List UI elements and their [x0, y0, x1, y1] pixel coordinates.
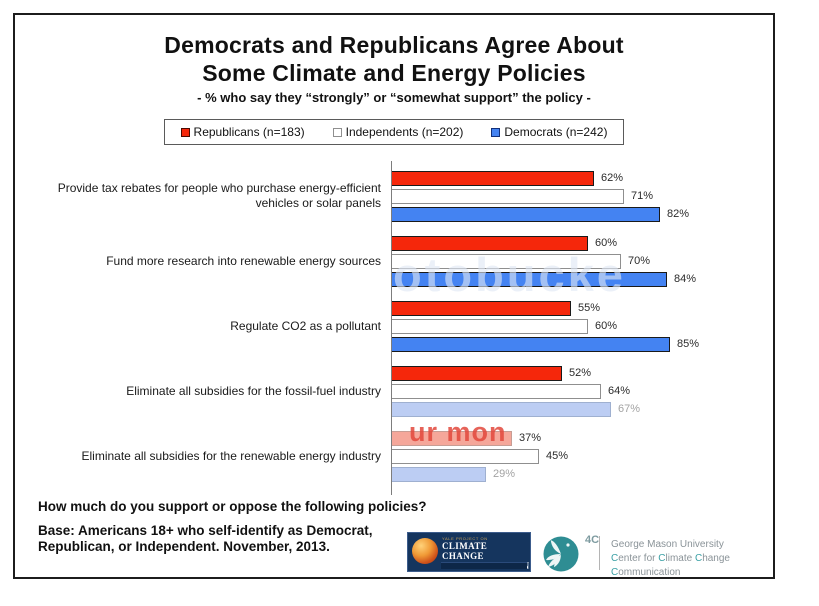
chart-subtitle: - % who say they “strongly” or “somewhat… [197, 90, 591, 105]
4c-logo-label: 4C [585, 534, 600, 546]
bar-chart: Provide tax rebates for people who purch… [15, 161, 773, 495]
chart-title: Democrats and Republicans Agree About So… [15, 15, 773, 105]
survey-base-note: Base: Americans 18+ who self-identify as… [38, 523, 373, 555]
bar [391, 365, 562, 381]
bar [391, 466, 486, 482]
bar-value-label: 64% [608, 385, 631, 397]
gmu-center-logo-text: George Mason University Center for Clima… [611, 538, 773, 580]
bar-value-label: 71% [631, 190, 654, 202]
title-line-1: Democrats and Republicans Agree About [164, 32, 624, 58]
category-label: Provide tax rebates for people who purch… [57, 181, 381, 210]
bar-value-label: 52% [569, 367, 592, 379]
legend-item: Republicans (n=183) [180, 125, 305, 139]
bar-group: Fund more research into renewable energy… [15, 234, 773, 288]
legend-label: Republicans (n=183) [193, 125, 305, 139]
bar-group: Eliminate all subsidies for the fossil-f… [15, 364, 773, 418]
bar [391, 170, 594, 186]
bar-value-label: 82% [667, 208, 690, 220]
bar [391, 318, 588, 334]
logo-divider [599, 536, 600, 570]
category-label: Fund more research into renewable energy… [106, 253, 381, 268]
bar [391, 206, 660, 222]
bar [391, 448, 539, 464]
bar [391, 271, 667, 287]
bar [391, 300, 571, 316]
legend-item: Independents (n=202) [332, 125, 464, 139]
4c-swirl-icon [543, 536, 579, 572]
yale-climate-logo: YALE PROJECT ON CLIMATE CHANGE COMMUNICA… [407, 532, 531, 572]
bar-value-label: 29% [493, 468, 516, 480]
bar-group: Eliminate all subsidies for the renewabl… [15, 429, 773, 483]
bar-group: Provide tax rebates for people who purch… [15, 169, 773, 223]
base-line-1: Base: Americans 18+ who self-identify as… [38, 523, 373, 538]
legend: Republicans (n=183) Independents (n=202) D… [163, 119, 625, 145]
legend-swatch-icon [180, 127, 190, 137]
bar-value-label: 85% [677, 338, 700, 350]
bar [391, 336, 670, 352]
bar-value-label: 67% [618, 403, 641, 415]
bar [391, 401, 611, 417]
category-label: Eliminate all subsidies for the renewabl… [81, 448, 382, 463]
bar [391, 383, 601, 399]
bar [391, 253, 621, 269]
chart-frame: Democrats and Republicans Agree About So… [13, 13, 775, 579]
category-label: Regulate CO2 as a pollutant [230, 318, 381, 333]
gmu-line-1: George Mason University [611, 539, 724, 550]
legend-swatch-icon [491, 127, 501, 137]
title-line-2: Some Climate and Energy Policies [202, 60, 586, 86]
yale-logo-top-text: YALE PROJECT ON [442, 536, 488, 541]
gmu-line-2: Center for Climate Change Communication [611, 553, 730, 578]
bar-group: Regulate CO2 as a pollutant 55% 60% 85% [15, 299, 773, 353]
yale-logo-line-1: CLIMATE CHANGE [442, 541, 488, 561]
survey-question: How much do you support or oppose the fo… [38, 499, 427, 514]
bar [391, 235, 588, 251]
bar-value-label: 37% [519, 432, 542, 444]
bar-value-label: 62% [601, 172, 624, 184]
globe-icon [412, 538, 438, 564]
bar [391, 430, 512, 446]
bar-value-label: 84% [674, 273, 697, 285]
legend-swatch-icon [332, 127, 342, 137]
legend-item: Democrats (n=242) [491, 125, 607, 139]
bar-value-label: 60% [595, 237, 618, 249]
bar-value-label: 70% [628, 255, 651, 267]
axis-baseline [391, 161, 392, 495]
legend-label: Independents (n=202) [345, 125, 464, 139]
bar-value-label: 60% [595, 320, 618, 332]
base-line-2: Republican, or Independent. November, 20… [38, 539, 330, 554]
bar-value-label: 45% [546, 450, 569, 462]
bar [391, 188, 624, 204]
bar-value-label: 55% [578, 302, 601, 314]
legend-label: Democrats (n=242) [504, 125, 608, 139]
category-label: Eliminate all subsidies for the fossil-f… [126, 383, 381, 398]
yale-logo-band [441, 562, 527, 569]
